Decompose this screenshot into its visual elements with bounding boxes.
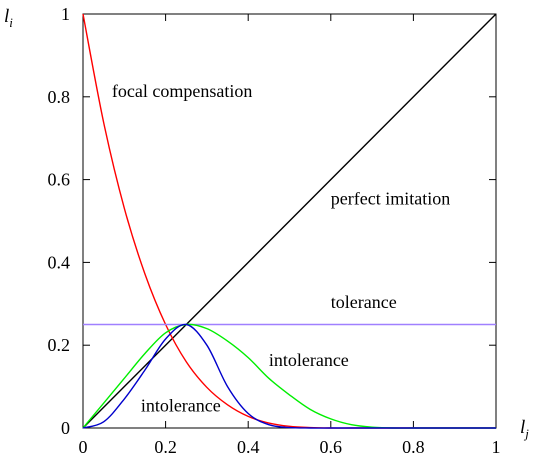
series-lines bbox=[82, 13, 497, 429]
x-tick-label: 0.8 bbox=[402, 437, 425, 457]
y-tick-label: 1 bbox=[61, 4, 70, 24]
y-axis-label: li bbox=[4, 6, 13, 30]
x-tick-label: 0.6 bbox=[320, 437, 343, 457]
x-axis-label-main: l bbox=[520, 417, 525, 438]
series-line-intolerance bbox=[82, 323, 496, 429]
curve-annotations: focal compensation perfect imitation toler… bbox=[112, 81, 450, 416]
annotation-label: focal compensation bbox=[112, 81, 252, 101]
tick-labels: 0 0.2 0.4 0.6 0.8 1 0 0.2 0.4 0.6 0.8 1 bbox=[48, 4, 501, 457]
annotation-label: perfect imitation bbox=[331, 188, 450, 208]
y-axis-label-sub: i bbox=[9, 15, 13, 30]
x-tick-label: 0 bbox=[79, 437, 88, 457]
x-tick-label: 1 bbox=[492, 437, 501, 457]
y-tick-label: 0 bbox=[61, 418, 70, 438]
x-axis-label: lj bbox=[520, 417, 529, 441]
x-tick-label: 0.2 bbox=[154, 437, 177, 457]
y-tick-label: 0.6 bbox=[48, 170, 71, 190]
annotation-label: intolerance bbox=[141, 395, 221, 415]
y-axis-label-main: l bbox=[4, 6, 9, 27]
y-tick-label: 0.4 bbox=[48, 252, 71, 272]
x-axis-label-sub: j bbox=[523, 426, 529, 441]
y-tick-label: 0.8 bbox=[48, 87, 71, 107]
annotation-label: tolerance bbox=[331, 292, 397, 312]
annotation-label: intolerance bbox=[269, 350, 349, 370]
x-tick-label: 0.4 bbox=[237, 437, 260, 457]
y-tick-label: 0.2 bbox=[48, 335, 71, 355]
